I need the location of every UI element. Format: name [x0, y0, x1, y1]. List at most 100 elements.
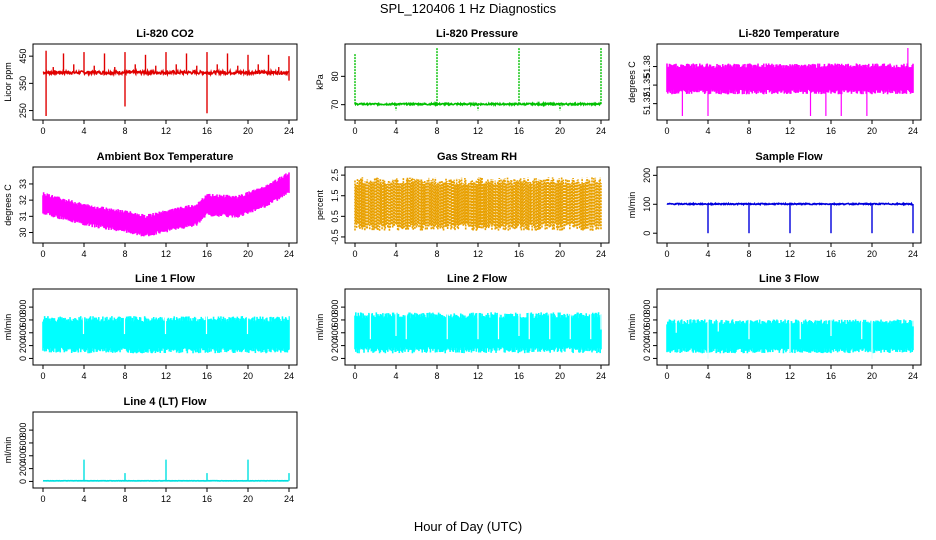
plot-frame: [656, 43, 922, 121]
y-tick-label: 51.35: [642, 74, 652, 97]
x-tick-label: 12: [161, 371, 171, 381]
x-tick-label: 24: [284, 126, 294, 136]
x-tick-label: 24: [908, 371, 918, 381]
x-tick-label: 16: [826, 249, 836, 259]
panel-title: Line 3 Flow: [759, 273, 819, 285]
x-tick-label: 0: [40, 494, 45, 504]
panel-line4: Line 4 (LT) Flow 0 4 8 12 16 20 24 0 200400600800…: [3, 396, 298, 504]
y-tick-label: 250: [18, 103, 28, 118]
y-axis-label: degrees C: [627, 61, 637, 103]
y-tick-label: 0: [18, 356, 28, 361]
x-tick-label: 20: [867, 371, 877, 381]
x-tick-label: 0: [40, 126, 45, 136]
panels: Li-820 CO2 0 4 8 12 16 20 24 250 350 450 Licor ppm L…: [3, 28, 922, 504]
y-tick-label: 200: [642, 338, 652, 353]
panel-title: Line 2 Flow: [447, 273, 507, 285]
plot-frame: [32, 43, 298, 121]
y-tick-label: 800: [18, 423, 28, 438]
y-tick-label: 2.5: [330, 169, 340, 182]
y-tick-label: 450: [18, 49, 28, 64]
x-tick-label: 4: [705, 126, 710, 136]
x-tick-label: 4: [81, 494, 86, 504]
panel-box_temp: Ambient Box Temperature 0 4 8 12 16 20 24 30 31 32…: [3, 151, 298, 259]
series-pressure: [354, 48, 602, 111]
series-line4: [42, 459, 290, 482]
x-tick-label: 0: [40, 249, 45, 259]
y-axis-label: ml/min: [3, 437, 13, 464]
x-tick-label: 8: [122, 494, 127, 504]
y-tick-label: 600: [642, 312, 652, 327]
y-tick-label: 0: [330, 356, 340, 361]
y-tick-label: 200: [642, 168, 652, 183]
x-tick-label: 12: [785, 249, 795, 259]
x-tick-label: 8: [746, 249, 751, 259]
x-tick-label: 4: [705, 249, 710, 259]
x-tick-label: 16: [202, 126, 212, 136]
panel-title: Sample Flow: [755, 151, 823, 163]
panel-licor_temp: Li-820 Temperature 0 4 8 12 16 20 24 51.3251.355…: [627, 28, 922, 136]
plot-frame: [656, 166, 922, 244]
y-tick-label: 600: [18, 435, 28, 450]
plot-frame: [656, 288, 922, 366]
y-tick-label: 0.5: [330, 210, 340, 223]
y-tick-label: 70: [330, 100, 340, 110]
x-tick-label: 20: [555, 371, 565, 381]
y-tick-label: 51.38: [642, 55, 652, 78]
x-tick-label: 20: [243, 371, 253, 381]
y-tick-label: 350: [18, 76, 28, 91]
y-tick-label: 800: [330, 300, 340, 315]
y-tick-label: 100: [642, 197, 652, 212]
x-tick-label: 24: [596, 126, 606, 136]
x-tick-label: 8: [122, 126, 127, 136]
plot-frame: [344, 166, 610, 244]
series-licor_temp: [666, 48, 914, 116]
y-tick-label: 0: [18, 479, 28, 484]
x-tick-label: 24: [596, 249, 606, 259]
x-tick-label: 12: [161, 126, 171, 136]
x-tick-label: 20: [555, 126, 565, 136]
panel-pressure: Li-820 Pressure 0 4 8 12 16 20 24 70 80 kPa: [315, 28, 610, 136]
x-tick-label: 0: [664, 249, 669, 259]
series-rh: [354, 177, 602, 231]
x-tick-label: 12: [161, 249, 171, 259]
x-tick-label: 20: [555, 249, 565, 259]
y-tick-label: 400: [18, 448, 28, 463]
y-axis-label: Licor ppm: [3, 62, 13, 102]
series-line1: [42, 316, 290, 354]
x-tick-label: 4: [393, 249, 398, 259]
x-tick-label: 16: [514, 126, 524, 136]
x-tick-label: 12: [473, 249, 483, 259]
x-tick-label: 8: [434, 126, 439, 136]
y-tick-label: 200: [18, 461, 28, 476]
panel-title: Line 1 Flow: [135, 273, 195, 285]
y-axis-label: degrees C: [3, 184, 13, 226]
x-tick-label: 12: [473, 126, 483, 136]
y-tick-label: 200: [330, 338, 340, 353]
x-tick-label: 16: [202, 371, 212, 381]
y-axis-label: ml/min: [627, 192, 637, 219]
panel-title: Li-820 CO2: [136, 28, 193, 40]
x-tick-label: 0: [40, 371, 45, 381]
plot-frame: [344, 43, 610, 121]
panel-title: Ambient Box Temperature: [97, 151, 234, 163]
x-tick-label: 8: [746, 126, 751, 136]
x-tick-label: 0: [352, 249, 357, 259]
y-tick-label: 30: [18, 228, 28, 238]
y-tick-label: 0: [642, 356, 652, 361]
x-tick-label: 8: [434, 371, 439, 381]
x-tick-label: 12: [473, 371, 483, 381]
y-tick-label: 400: [18, 325, 28, 340]
x-tick-label: 4: [393, 371, 398, 381]
y-tick-label: 0: [642, 231, 652, 236]
x-tick-label: 20: [243, 494, 253, 504]
y-tick-label: 51.32: [642, 92, 652, 115]
x-tick-label: 20: [243, 249, 253, 259]
x-tick-label: 16: [202, 494, 212, 504]
x-tick-label: 16: [826, 371, 836, 381]
x-tick-label: 4: [705, 371, 710, 381]
y-tick-label: 80: [330, 71, 340, 81]
x-tick-label: 4: [393, 126, 398, 136]
